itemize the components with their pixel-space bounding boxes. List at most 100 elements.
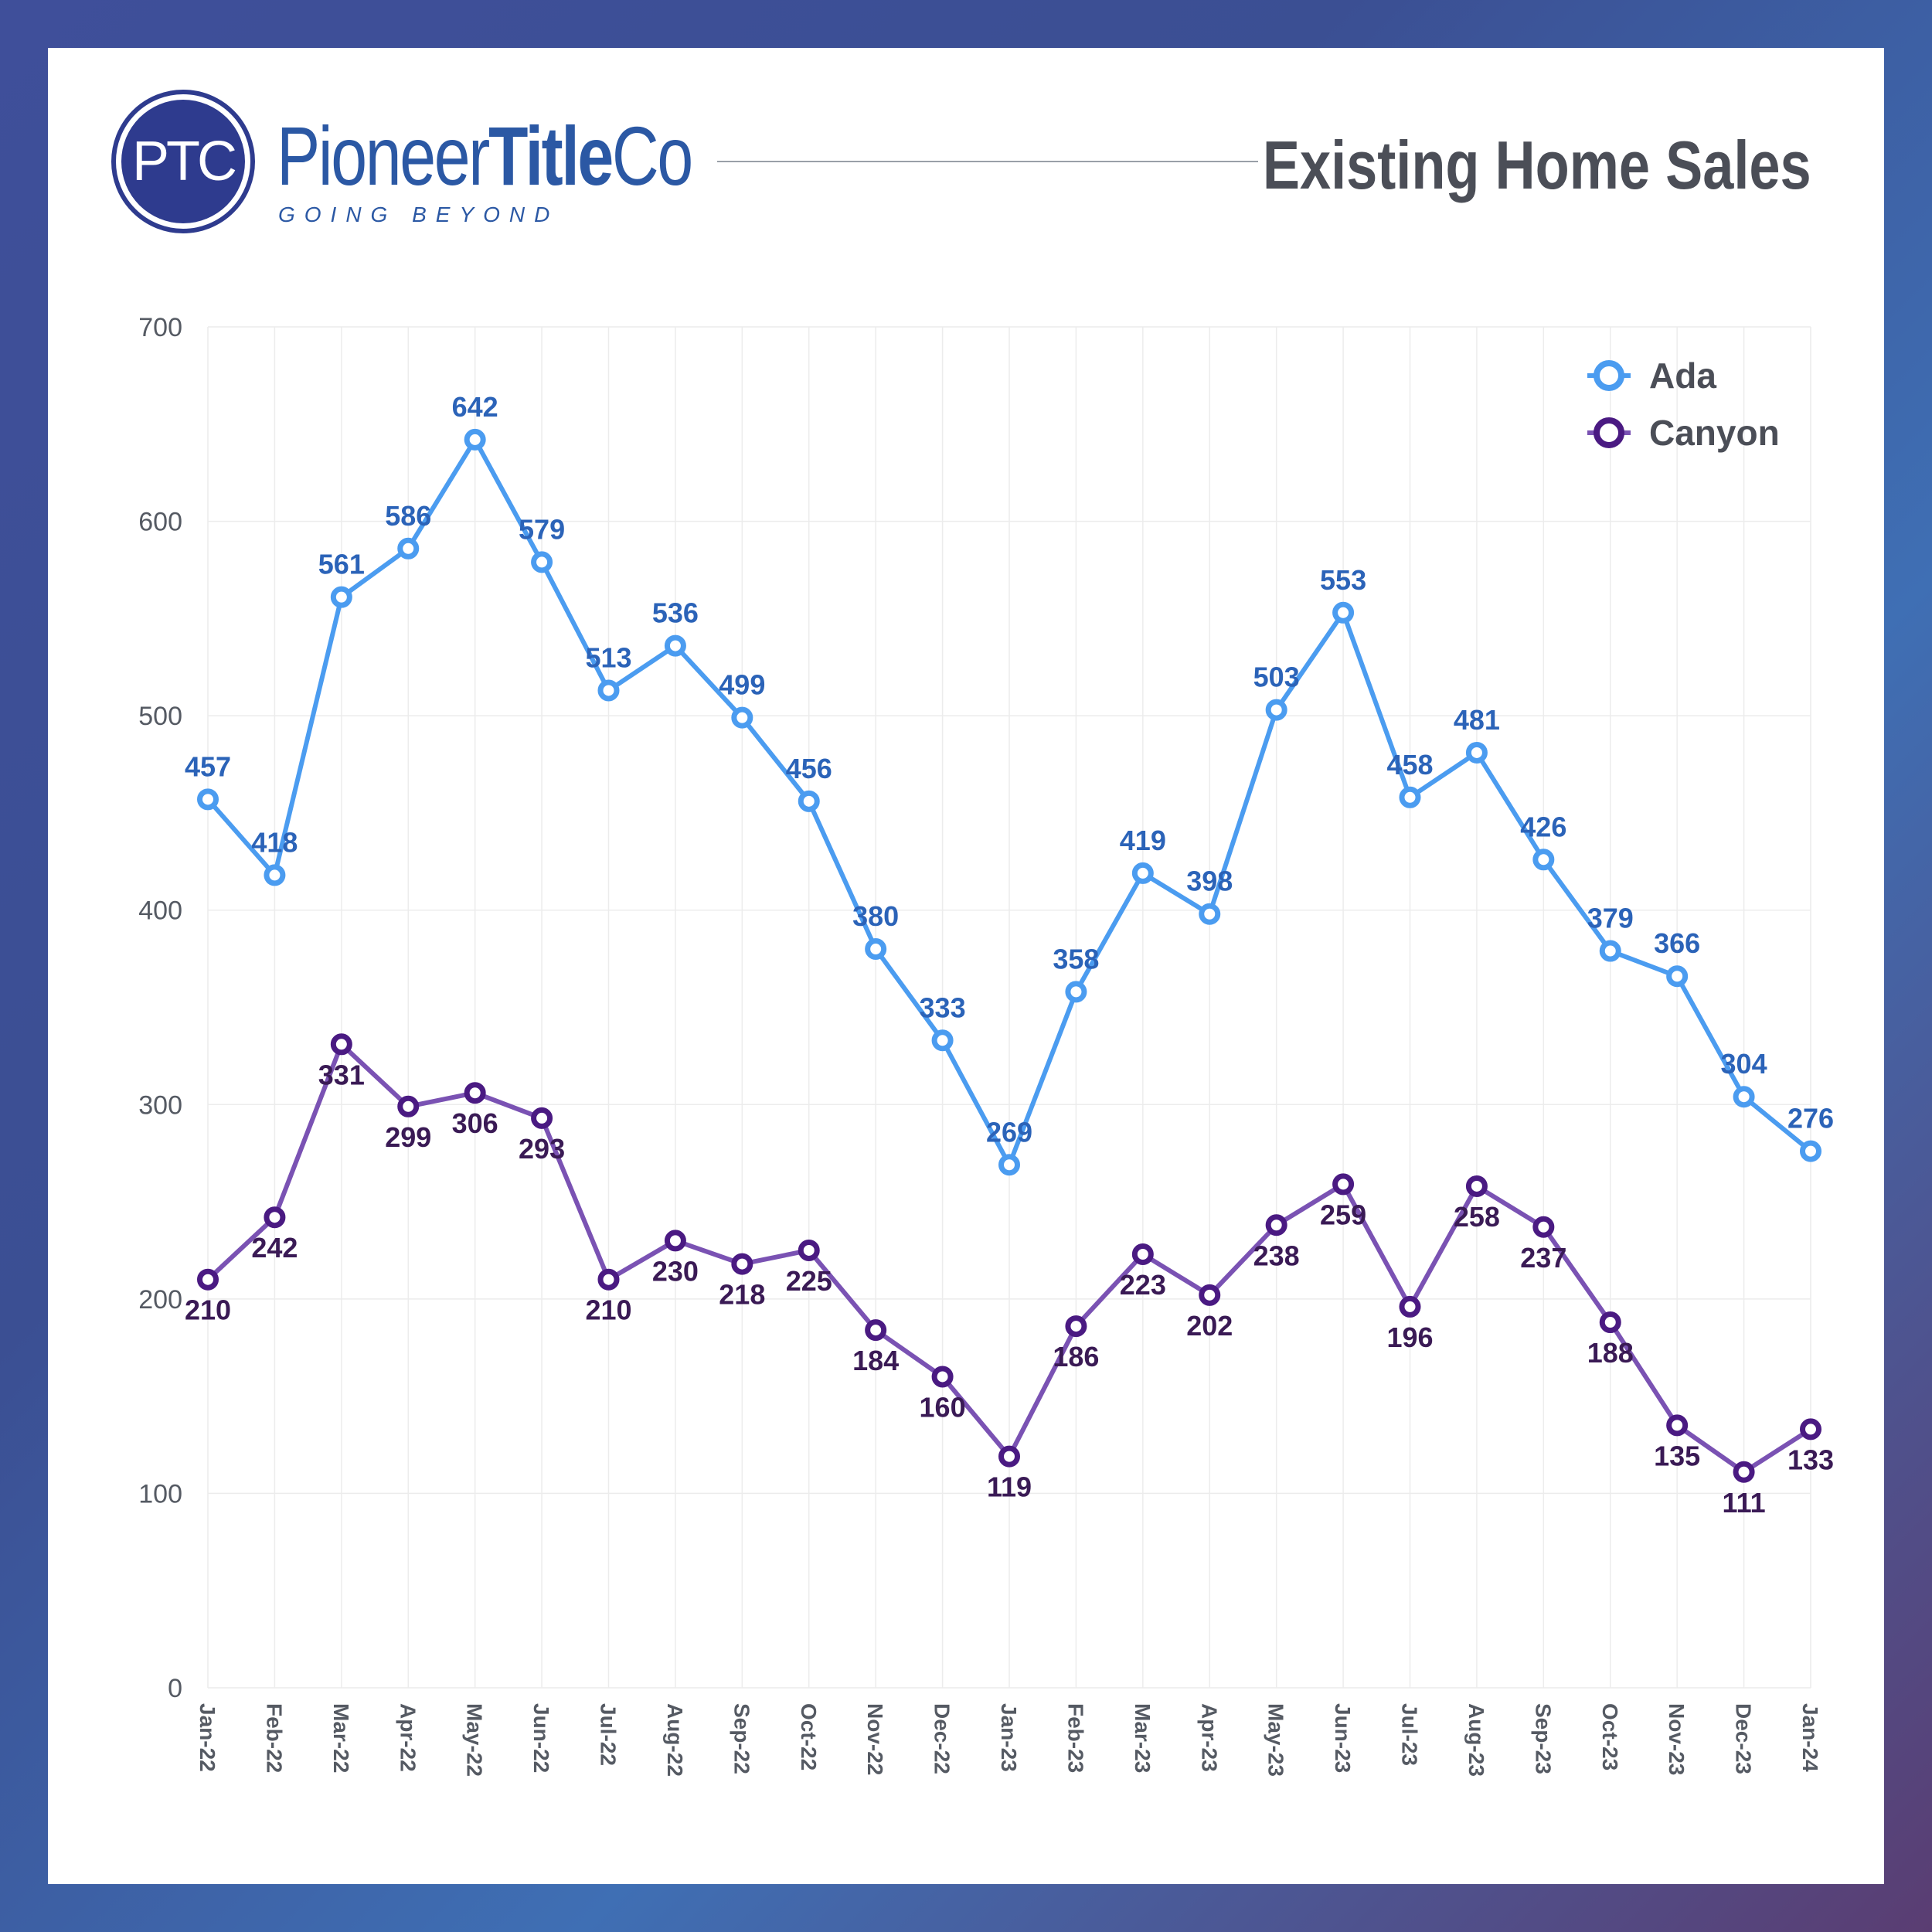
x-tick-label: Jan-22: [196, 1703, 219, 1772]
data-point-ada: [531, 551, 553, 573]
data-label-ada: 481: [1454, 704, 1500, 736]
data-label-canyon: 242: [251, 1232, 298, 1264]
data-point-ada: [1265, 699, 1287, 721]
data-label-canyon: 111: [1723, 1487, 1766, 1519]
data-label-canyon: 135: [1654, 1440, 1700, 1471]
x-tick-label: Sep-22: [730, 1703, 753, 1774]
data-point-canyon: [998, 1445, 1020, 1468]
data-point-canyon: [1065, 1315, 1087, 1338]
data-point-ada: [998, 1154, 1020, 1176]
data-label-canyon: 210: [185, 1294, 231, 1326]
data-point-canyon: [1131, 1243, 1154, 1265]
x-tick-label: May-22: [463, 1703, 487, 1777]
data-point-ada: [1131, 862, 1154, 884]
data-label-ada: 642: [452, 391, 498, 423]
data-point-canyon: [1399, 1295, 1421, 1318]
x-tick-label: Apr-22: [396, 1703, 420, 1772]
data-label-canyon: 331: [318, 1059, 365, 1090]
data-point-canyon: [197, 1268, 219, 1291]
data-label-canyon: 133: [1787, 1444, 1834, 1475]
x-tick-label: Jun-22: [529, 1703, 553, 1773]
data-label-canyon: 238: [1253, 1240, 1300, 1271]
legend-label-canyon: Canyon: [1649, 413, 1780, 453]
data-point-ada: [464, 428, 486, 451]
x-tick-label: Mar-23: [1131, 1703, 1155, 1773]
x-tick-label: Jan-23: [997, 1703, 1021, 1772]
data-point-ada: [1800, 1140, 1821, 1162]
data-label-canyon: 218: [719, 1279, 765, 1311]
data-label-ada: 276: [1787, 1103, 1834, 1134]
data-point-ada: [731, 706, 753, 729]
data-label-ada: 458: [1386, 749, 1433, 781]
data-point-ada: [1399, 786, 1421, 808]
data-point-canyon: [330, 1033, 352, 1056]
data-label-canyon: 223: [1120, 1269, 1166, 1301]
data-label-ada: 419: [1120, 825, 1166, 856]
data-point-ada: [1465, 741, 1488, 764]
brand-tagline: GOING BEYOND: [278, 202, 560, 226]
data-point-canyon: [397, 1095, 420, 1117]
data-point-ada: [1599, 940, 1621, 962]
x-tick-label: Dec-22: [930, 1703, 954, 1774]
data-point-ada: [264, 864, 286, 886]
data-label-canyon: 306: [452, 1107, 498, 1139]
x-tick-label: Aug-22: [663, 1703, 687, 1777]
data-label-canyon: 225: [786, 1265, 832, 1297]
data-point-canyon: [1199, 1284, 1221, 1306]
data-label-ada: 457: [185, 750, 231, 782]
data-point-canyon: [664, 1230, 686, 1252]
data-point-ada: [1733, 1086, 1755, 1108]
data-label-ada: 380: [852, 900, 899, 932]
y-tick-label: 300: [138, 1090, 182, 1120]
data-point-canyon: [1599, 1311, 1621, 1334]
data-label-canyon: 299: [385, 1121, 431, 1153]
data-point-ada: [597, 679, 620, 702]
brand-name-part-1: Pioneer: [277, 109, 490, 202]
y-tick-label: 400: [138, 896, 182, 926]
data-label-ada: 561: [318, 549, 365, 580]
legend-marker-ada: [1594, 360, 1624, 391]
data-point-canyon: [731, 1253, 753, 1275]
x-tick-label: May-23: [1264, 1703, 1288, 1777]
brand-name: PioneerTitleCo: [277, 114, 693, 198]
data-label-canyon: 202: [1186, 1310, 1233, 1342]
data-point-canyon: [1532, 1216, 1555, 1238]
data-point-ada: [1332, 601, 1355, 624]
data-point-canyon: [798, 1239, 820, 1261]
y-tick-label: 0: [168, 1674, 182, 1703]
x-tick-label: Aug-23: [1464, 1703, 1488, 1777]
x-tick-label: Feb-23: [1063, 1703, 1087, 1773]
data-label-ada: 579: [519, 513, 565, 545]
data-label-canyon: 210: [585, 1294, 631, 1326]
data-label-ada: 553: [1320, 564, 1366, 596]
data-point-canyon: [264, 1206, 286, 1229]
x-tick-label: Jul-23: [1398, 1703, 1422, 1766]
data-point-ada: [1065, 981, 1087, 1003]
data-point-canyon: [1666, 1414, 1689, 1437]
x-tick-label: Oct-23: [1598, 1703, 1622, 1770]
data-point-ada: [1199, 903, 1221, 925]
x-tick-label: Oct-22: [797, 1703, 821, 1770]
legend-marker-canyon: [1594, 417, 1624, 448]
data-point-ada: [865, 938, 887, 961]
data-point-canyon: [597, 1268, 620, 1291]
data-point-canyon: [1733, 1461, 1755, 1483]
data-label-canyon: 186: [1053, 1341, 1099, 1372]
x-tick-label: Sep-23: [1531, 1703, 1555, 1774]
y-tick-label: 700: [138, 313, 182, 342]
header-divider: [717, 161, 1258, 162]
legend-label-ada: Ada: [1649, 355, 1716, 396]
x-tick-label: Nov-23: [1665, 1703, 1689, 1775]
data-label-canyon: 237: [1520, 1242, 1566, 1274]
data-point-ada: [1666, 965, 1689, 988]
data-point-ada: [397, 537, 420, 560]
data-point-canyon: [1465, 1175, 1488, 1197]
logo-emblem: PTC: [111, 90, 255, 233]
data-label-canyon: 196: [1386, 1321, 1433, 1353]
y-tick-label: 600: [138, 508, 182, 537]
data-label-ada: 358: [1053, 943, 1099, 975]
y-tick-label: 100: [138, 1479, 182, 1509]
data-point-canyon: [931, 1366, 954, 1388]
chart-title: Existing Home Sales: [1263, 127, 1811, 203]
data-label-ada: 269: [986, 1116, 1032, 1148]
